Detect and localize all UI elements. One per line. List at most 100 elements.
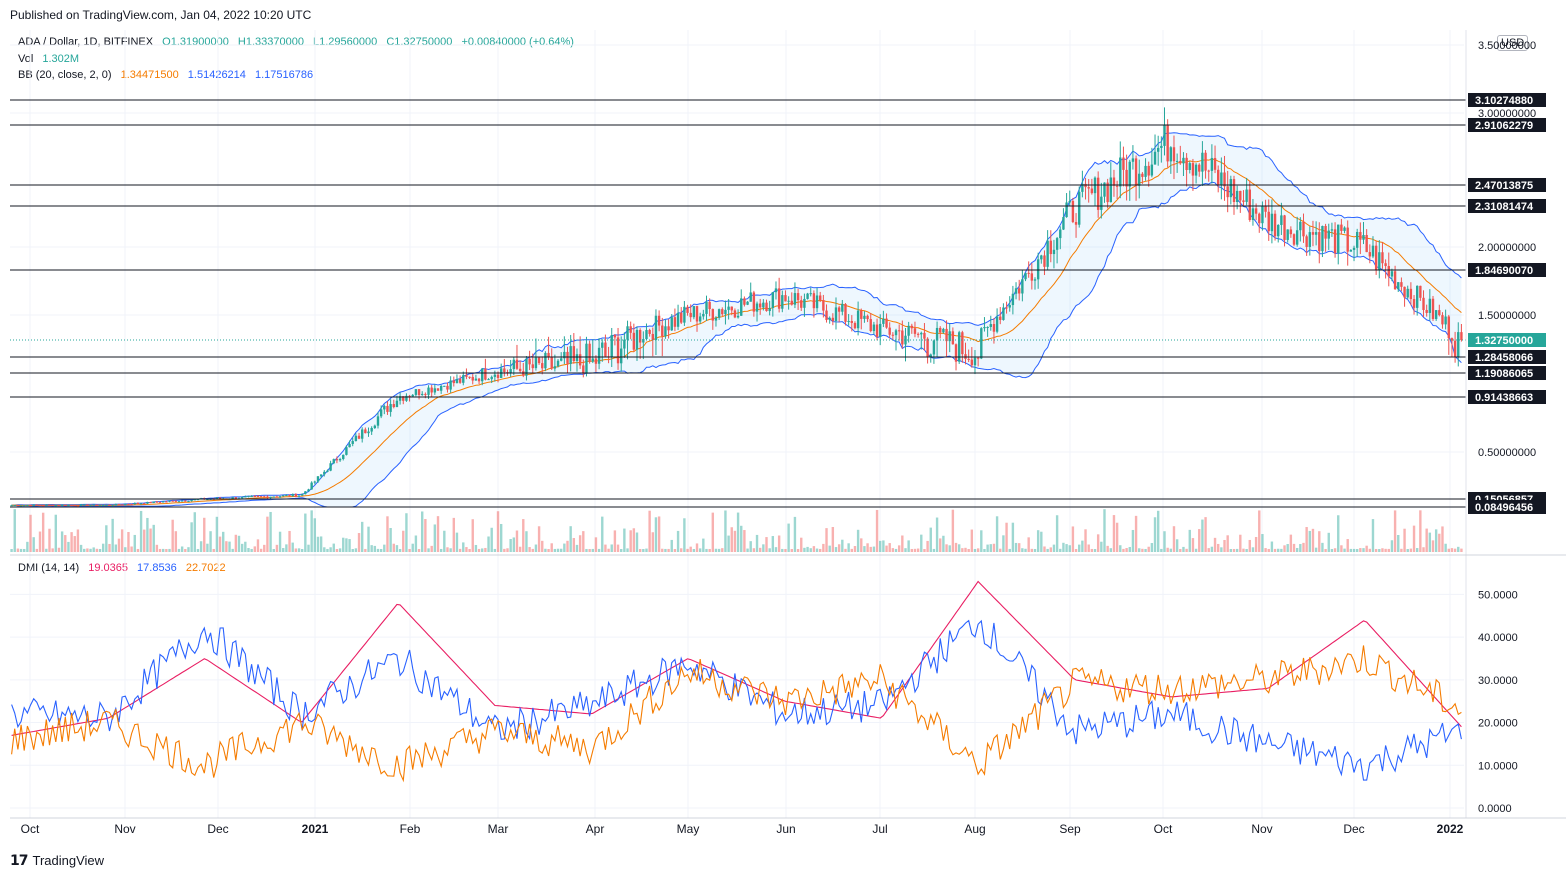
candle-body (443, 385, 446, 387)
volume-bar (547, 548, 550, 552)
volume-bar (594, 537, 598, 552)
volume-bar (1002, 535, 1005, 552)
volume-bar (1172, 526, 1176, 552)
candle-body (383, 405, 386, 410)
volume-bar (1220, 547, 1223, 552)
footer-brand[interactable]: 𝟭𝟳 TradingView (10, 852, 104, 869)
candlesticks[interactable] (10, 107, 1463, 507)
bb-label[interactable]: BB (20, close, 2, 0) (18, 69, 112, 81)
candle-body (601, 342, 604, 348)
candle-body (398, 396, 402, 401)
candle-body (999, 316, 1002, 320)
volume-bar (1273, 548, 1277, 552)
volume-bar (1119, 545, 1122, 552)
level-label: 1.19086065 (1475, 368, 1533, 380)
volume-bar (370, 545, 373, 552)
volume-bar (228, 541, 231, 552)
candle-body (73, 505, 76, 507)
candle-body (1450, 338, 1454, 341)
volume-bar (1163, 531, 1166, 552)
candle-body (825, 310, 828, 320)
candle-body (1217, 169, 1220, 186)
volume-bar (1153, 517, 1157, 552)
volume-bar (623, 528, 626, 552)
candle-body (190, 500, 193, 502)
volume-bar (1321, 542, 1324, 552)
volume-bar (1210, 546, 1214, 552)
volume-bar (1434, 529, 1438, 552)
level-label: 0.91438663 (1475, 392, 1533, 404)
volume-bar (10, 548, 13, 552)
volume-bar (253, 546, 256, 552)
volume-bar (408, 548, 411, 552)
candle-body (1245, 189, 1248, 202)
time-tick-label: 2022 (1437, 822, 1464, 836)
volume-bar (1403, 528, 1406, 552)
volume-bar (1387, 548, 1390, 552)
volume-bar (1286, 544, 1289, 552)
candle-body (907, 325, 910, 336)
volume-bar (1011, 522, 1015, 552)
level-label-bg (1468, 117, 1546, 132)
horizontal-levels[interactable]: 3.10274880 2.91062279 2.47013875 2.31081474… (10, 92, 1546, 514)
volume-bar (1191, 538, 1195, 552)
candle-body (424, 393, 427, 395)
volume-bar (1302, 542, 1305, 552)
candle-body (762, 302, 765, 308)
volume-bar (1179, 549, 1182, 552)
candle-body (98, 505, 102, 507)
volume-bar (1213, 537, 1217, 552)
candle-body (645, 329, 648, 340)
candle-body (1011, 293, 1015, 306)
candle-body (1381, 252, 1384, 264)
candle-body (721, 309, 724, 315)
candle-body (986, 326, 989, 328)
candle-body (449, 380, 452, 390)
candle-body (433, 388, 437, 393)
candle-body (300, 494, 304, 496)
volume-bar (875, 509, 879, 552)
candle-body (1289, 229, 1293, 235)
candle-body (253, 495, 256, 497)
candle-body (1403, 286, 1406, 298)
volume-bar (1415, 548, 1419, 552)
volume-label[interactable]: Vol (18, 53, 34, 65)
volume-bar (38, 531, 42, 552)
level-label-bg (1468, 92, 1546, 107)
volume-bar (803, 547, 806, 552)
volume-bar (234, 534, 238, 552)
time-tick-label: 2021 (302, 822, 329, 836)
volume-bar (446, 547, 449, 552)
volume-bar (784, 548, 787, 552)
candle-body (828, 317, 831, 320)
candle-body (357, 435, 361, 439)
candle-body (980, 328, 983, 359)
volume-bar (250, 548, 253, 552)
volume-bar (942, 535, 945, 552)
candle-body (240, 496, 244, 499)
volume-bar (1005, 522, 1008, 552)
candle-body (304, 491, 307, 495)
volume-bar (152, 524, 155, 552)
volume-bar (1337, 515, 1340, 552)
candle-body (168, 500, 171, 502)
candle-body (136, 503, 140, 505)
volume-bar (1425, 528, 1428, 552)
candle-body (528, 358, 531, 365)
volume-bar (209, 531, 212, 552)
bb-basis-value: 1.34471500 (120, 69, 179, 81)
candle-body (1078, 191, 1081, 225)
candle-body (683, 306, 686, 323)
candle-body (496, 374, 500, 378)
volume-bar (1018, 543, 1021, 552)
volume-bar (247, 548, 250, 552)
candle-body (1235, 190, 1239, 203)
volume-bar (578, 535, 582, 552)
dmi-label[interactable]: DMI (14, 14) (18, 562, 80, 574)
volume-bar (1352, 548, 1356, 552)
candle-body (812, 293, 816, 309)
currency-button[interactable]: USD (1497, 35, 1529, 51)
candle-body (313, 481, 317, 483)
candle-body (582, 365, 585, 374)
